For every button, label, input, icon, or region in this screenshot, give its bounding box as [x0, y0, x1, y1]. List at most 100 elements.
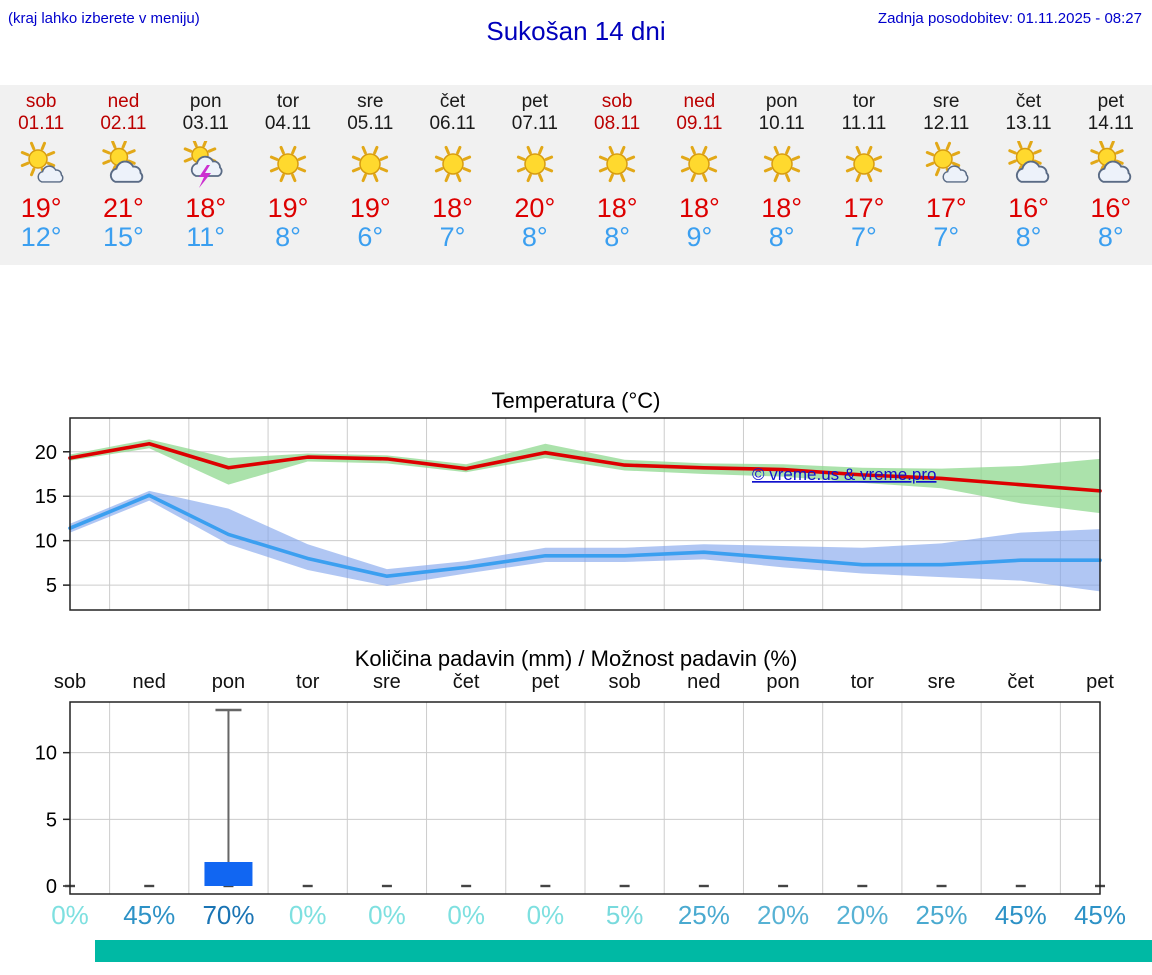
precip-zero-mark: [619, 884, 630, 888]
day-high-temp: 19°: [349, 193, 391, 223]
sunny-icon: [673, 141, 725, 189]
day-high-temp: 19°: [267, 193, 309, 223]
day-column[interactable]: sob 08.11 18° 8°: [576, 85, 658, 265]
day-column[interactable]: tor 04.11 19° 8°: [247, 85, 329, 265]
day-low-temp: 7°: [933, 222, 960, 252]
day-column[interactable]: pon 03.11 18° 11°: [165, 85, 247, 265]
precip-zero-mark: [778, 884, 789, 888]
day-column[interactable]: pet 14.11 16° 8°: [1070, 85, 1152, 265]
precip-probability-label: 0%: [368, 900, 406, 930]
precip-zero-mark: [302, 884, 313, 888]
day-high-temp: 20°: [514, 193, 556, 223]
y-tick-label: 5: [46, 809, 57, 831]
day-name: tor: [276, 91, 300, 112]
day-high-temp: 21°: [103, 193, 144, 223]
precip-zero-mark: [1015, 884, 1026, 888]
precipitation-chart-title: Količina padavin (mm) / Možnost padavin …: [354, 646, 798, 671]
day-low-temp: 8°: [1097, 222, 1124, 252]
temperature-chart: 5 10 15 20 © vreme.us & vreme.pro: [35, 417, 1102, 611]
day-name: čet: [439, 91, 466, 112]
partly-cloudy-icon: [1003, 140, 1055, 189]
y-tick-label: 5: [46, 575, 57, 597]
sunny-icon: [838, 141, 890, 189]
day-column[interactable]: čet 06.11 18° 7°: [411, 85, 493, 265]
y-tick-label: 10: [35, 743, 57, 765]
day-column[interactable]: ned 09.11 18° 9°: [658, 85, 740, 265]
precip-day-label: sob: [54, 672, 86, 693]
day-column[interactable]: čet 13.11 16° 8°: [987, 85, 1069, 265]
thunderstorm-icon: [180, 138, 232, 189]
partly-cloudy-icon: [97, 140, 149, 189]
temperature-chart-title: Temperatura (°C): [491, 388, 661, 413]
day-date: 05.11: [347, 113, 394, 134]
day-high-temp: 18°: [596, 193, 638, 223]
precip-day-label: pon: [212, 672, 245, 693]
day-date: 09.11: [676, 113, 723, 134]
day-date: 03.11: [182, 113, 229, 134]
day-name: pon: [189, 91, 222, 112]
precip-probability-label: 0%: [527, 900, 565, 930]
precip-day-label: ned: [687, 672, 720, 693]
day-date: 12.11: [923, 113, 970, 134]
precip-day-label: pet: [1086, 672, 1114, 693]
day-low-temp: 8°: [604, 222, 631, 252]
precip-day-label: sre: [373, 672, 401, 693]
precip-probability-label: 20%: [757, 900, 809, 930]
day-high-temp: 16°: [1008, 193, 1049, 223]
precip-day-label: ned: [133, 672, 166, 693]
day-low-temp: 12°: [20, 222, 62, 252]
day-column[interactable]: pet 07.11 20° 8°: [494, 85, 576, 265]
precip-probability-label: 25%: [916, 900, 968, 930]
precip-day-label: tor: [851, 672, 875, 693]
day-column[interactable]: sre 05.11 19° 6°: [329, 85, 411, 265]
day-low-temp: 8°: [1015, 222, 1042, 252]
bottom-banner: [95, 940, 1152, 962]
temp-low-range-band: [70, 490, 1100, 592]
day-name: sre: [933, 91, 960, 112]
day-column[interactable]: sre 12.11 17° 7°: [905, 85, 987, 265]
sunny-icon: [509, 141, 561, 189]
day-high-temp: 18°: [432, 193, 473, 223]
day-name: ned: [107, 91, 140, 112]
precip-probability-label: 45%: [1074, 900, 1126, 930]
page-title: Sukošan 14 dni: [486, 16, 666, 46]
day-column[interactable]: pon 10.11 18° 8°: [741, 85, 823, 265]
precip-day-label: sob: [608, 672, 640, 693]
day-column[interactable]: ned 02.11 21° 15°: [82, 85, 164, 265]
day-date: 06.11: [429, 113, 476, 134]
day-low-temp: 15°: [103, 222, 144, 252]
day-date: 02.11: [100, 113, 147, 134]
precip-day-label: pet: [531, 672, 559, 693]
precip-plot-border: [69, 701, 1101, 895]
day-low-temp: 7°: [439, 222, 466, 252]
day-high-temp: 18°: [761, 193, 803, 223]
day-column[interactable]: sob 01.11 19° 12°: [0, 85, 82, 265]
day-date: 07.11: [511, 113, 558, 134]
forecast-strip: sob 01.11 19° 12° ned 02.11 21° 15° pon 03.11 18° 1…: [0, 85, 1152, 265]
precip-day-label: sre: [928, 672, 956, 693]
last-update: Zadnja posodobitev: 01.11.2025 - 08:27: [877, 10, 1142, 27]
day-high-temp: 16°: [1090, 193, 1132, 223]
sunny-icon: [344, 141, 396, 189]
sunny-icon: [427, 141, 479, 189]
day-name: sob: [601, 91, 633, 112]
precip-zero-mark: [936, 884, 947, 888]
precip-probability-label: 70%: [202, 900, 254, 930]
precip-zero-mark: [381, 884, 392, 888]
temp-plot-border: [69, 417, 1101, 611]
day-low-temp: 11°: [186, 222, 226, 252]
day-high-temp: 18°: [678, 193, 720, 223]
temp-high-line: [68, 441, 1102, 493]
precip-zero-mark: [698, 884, 709, 888]
day-high-temp: 17°: [843, 193, 885, 223]
day-name: ned: [683, 91, 716, 112]
partly-cloudy-icon: [1085, 140, 1137, 189]
precip-zero-mark: [540, 884, 551, 888]
y-tick-label: 15: [35, 486, 57, 508]
mostly-sunny-icon: [15, 141, 67, 189]
day-high-temp: 17°: [925, 193, 967, 223]
day-column[interactable]: tor 11.11 17° 7°: [823, 85, 905, 265]
precip-day-label: čet: [453, 672, 480, 693]
watermark-link[interactable]: © vreme.us & vreme.pro: [752, 465, 936, 484]
day-date: 10.11: [758, 113, 805, 134]
